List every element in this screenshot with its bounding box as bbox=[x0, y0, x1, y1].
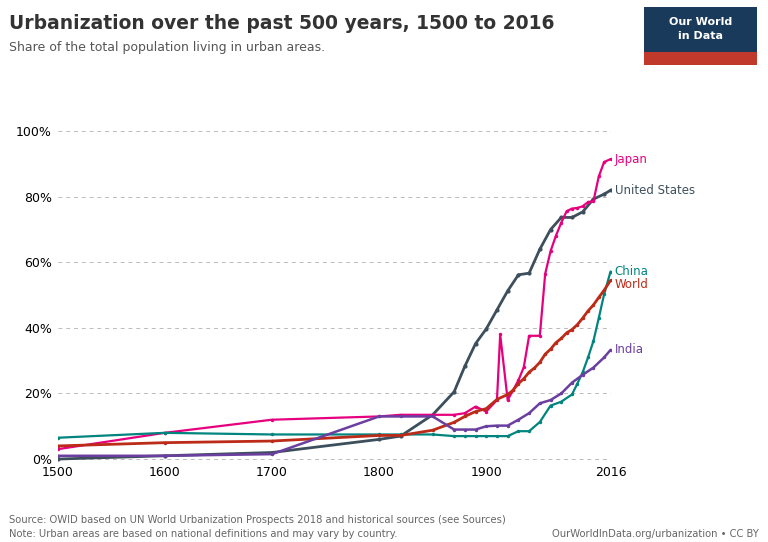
Text: Share of the total population living in urban areas.: Share of the total population living in … bbox=[9, 41, 326, 54]
Text: World: World bbox=[615, 278, 649, 291]
Text: China: China bbox=[615, 265, 649, 278]
Text: Source: OWID based on UN World Urbanization Prospects 2018 and historical source: Source: OWID based on UN World Urbanizat… bbox=[9, 515, 506, 539]
Text: United States: United States bbox=[615, 184, 695, 197]
Text: OurWorldInData.org/urbanization • CC BY: OurWorldInData.org/urbanization • CC BY bbox=[552, 530, 759, 539]
Text: Japan: Japan bbox=[615, 153, 647, 166]
Text: Urbanization over the past 500 years, 1500 to 2016: Urbanization over the past 500 years, 15… bbox=[9, 14, 554, 33]
Text: Our World
in Data: Our World in Data bbox=[669, 17, 732, 41]
Text: India: India bbox=[615, 344, 644, 357]
